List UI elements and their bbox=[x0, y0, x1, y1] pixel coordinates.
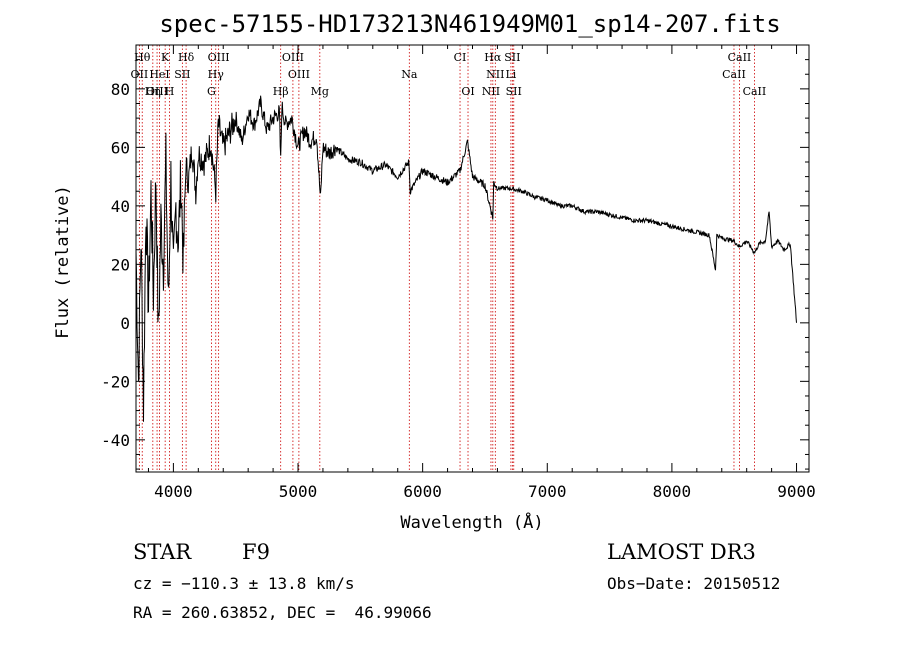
axis-ticks: 4000 5000 6000 7000 8000 9000 -40 -20 0 20 40 60 80 bbox=[101, 45, 816, 501]
spectral-line-label: OI bbox=[461, 85, 474, 98]
y-tick-label: -40 bbox=[101, 431, 130, 450]
y-tick-label: 0 bbox=[120, 314, 130, 333]
spectral-line-label: CaII bbox=[728, 51, 752, 64]
spectrum-line bbox=[135, 95, 797, 422]
x-tick-label: 6000 bbox=[403, 482, 442, 501]
spectral-line-label: CaII bbox=[743, 85, 767, 98]
x-axis-label: Wavelength (Å) bbox=[400, 511, 543, 533]
spectral-line-label: Na bbox=[401, 68, 418, 81]
object-class: STAR bbox=[133, 540, 192, 564]
spectral-line-label: OIII bbox=[282, 51, 304, 64]
spectral-line-label: G bbox=[207, 85, 216, 98]
spectral-line-label: SII bbox=[174, 68, 190, 81]
y-axis-label: Flux (relative) bbox=[53, 185, 73, 339]
spectral-line-label: Hα bbox=[484, 51, 502, 64]
x-tick-label: 4000 bbox=[154, 482, 193, 501]
spectral-line-markers bbox=[138, 45, 755, 472]
spectral-line-label: Li bbox=[505, 68, 516, 81]
spectral-line-label: Hδ bbox=[178, 51, 195, 64]
spectral-line-label: Hθ bbox=[134, 51, 151, 64]
x-tick-label: 8000 bbox=[653, 482, 692, 501]
y-tick-label: 80 bbox=[111, 80, 130, 99]
coordinates: RA = 260.63852, DEC = 46.99066 bbox=[133, 603, 432, 622]
chart-title: spec-57155-HD173213N461949M01_sp14-207.f… bbox=[159, 10, 780, 38]
spectral-line-label: K bbox=[161, 51, 170, 64]
spectrum-series bbox=[135, 95, 797, 422]
obs-date: Obs−Date: 20150512 bbox=[607, 574, 781, 593]
spectral-line-label: CI bbox=[454, 51, 467, 64]
y-tick-label: 20 bbox=[111, 255, 130, 274]
velocity-readout: cz = −110.3 ± 13.8 km/s bbox=[133, 574, 355, 593]
spectral-line-label: OIII bbox=[288, 68, 310, 81]
spectral-line-label: SII bbox=[506, 85, 522, 98]
x-tick-label: 7000 bbox=[528, 482, 567, 501]
spectral-line-label: OIII bbox=[208, 51, 230, 64]
spectral-line-label: SII bbox=[504, 51, 520, 64]
plot-frame bbox=[135, 44, 810, 473]
spectral-line-label: Hβ bbox=[273, 85, 289, 98]
y-tick-label: -20 bbox=[101, 372, 130, 391]
spectral-line-label: Mg bbox=[311, 85, 329, 98]
spectral-line-label: Hγ bbox=[208, 68, 225, 81]
x-tick-label: 9000 bbox=[777, 482, 816, 501]
y-tick-label: 40 bbox=[111, 197, 130, 216]
object-subclass: F9 bbox=[242, 540, 270, 564]
spectral-line-label: NII bbox=[482, 85, 500, 98]
y-tick-label: 60 bbox=[111, 138, 130, 157]
spectral-line-label: H bbox=[165, 85, 175, 98]
spectral-line-label: HeI bbox=[149, 68, 169, 81]
survey-name: LAMOST DR3 bbox=[607, 540, 756, 564]
spectral-line-label: CaII bbox=[722, 68, 746, 81]
spectral-line-label: NII bbox=[486, 68, 504, 81]
x-tick-label: 5000 bbox=[279, 482, 318, 501]
spectral-line-label: OIII bbox=[146, 85, 168, 98]
spectral-line-label: Hη bbox=[145, 85, 161, 98]
